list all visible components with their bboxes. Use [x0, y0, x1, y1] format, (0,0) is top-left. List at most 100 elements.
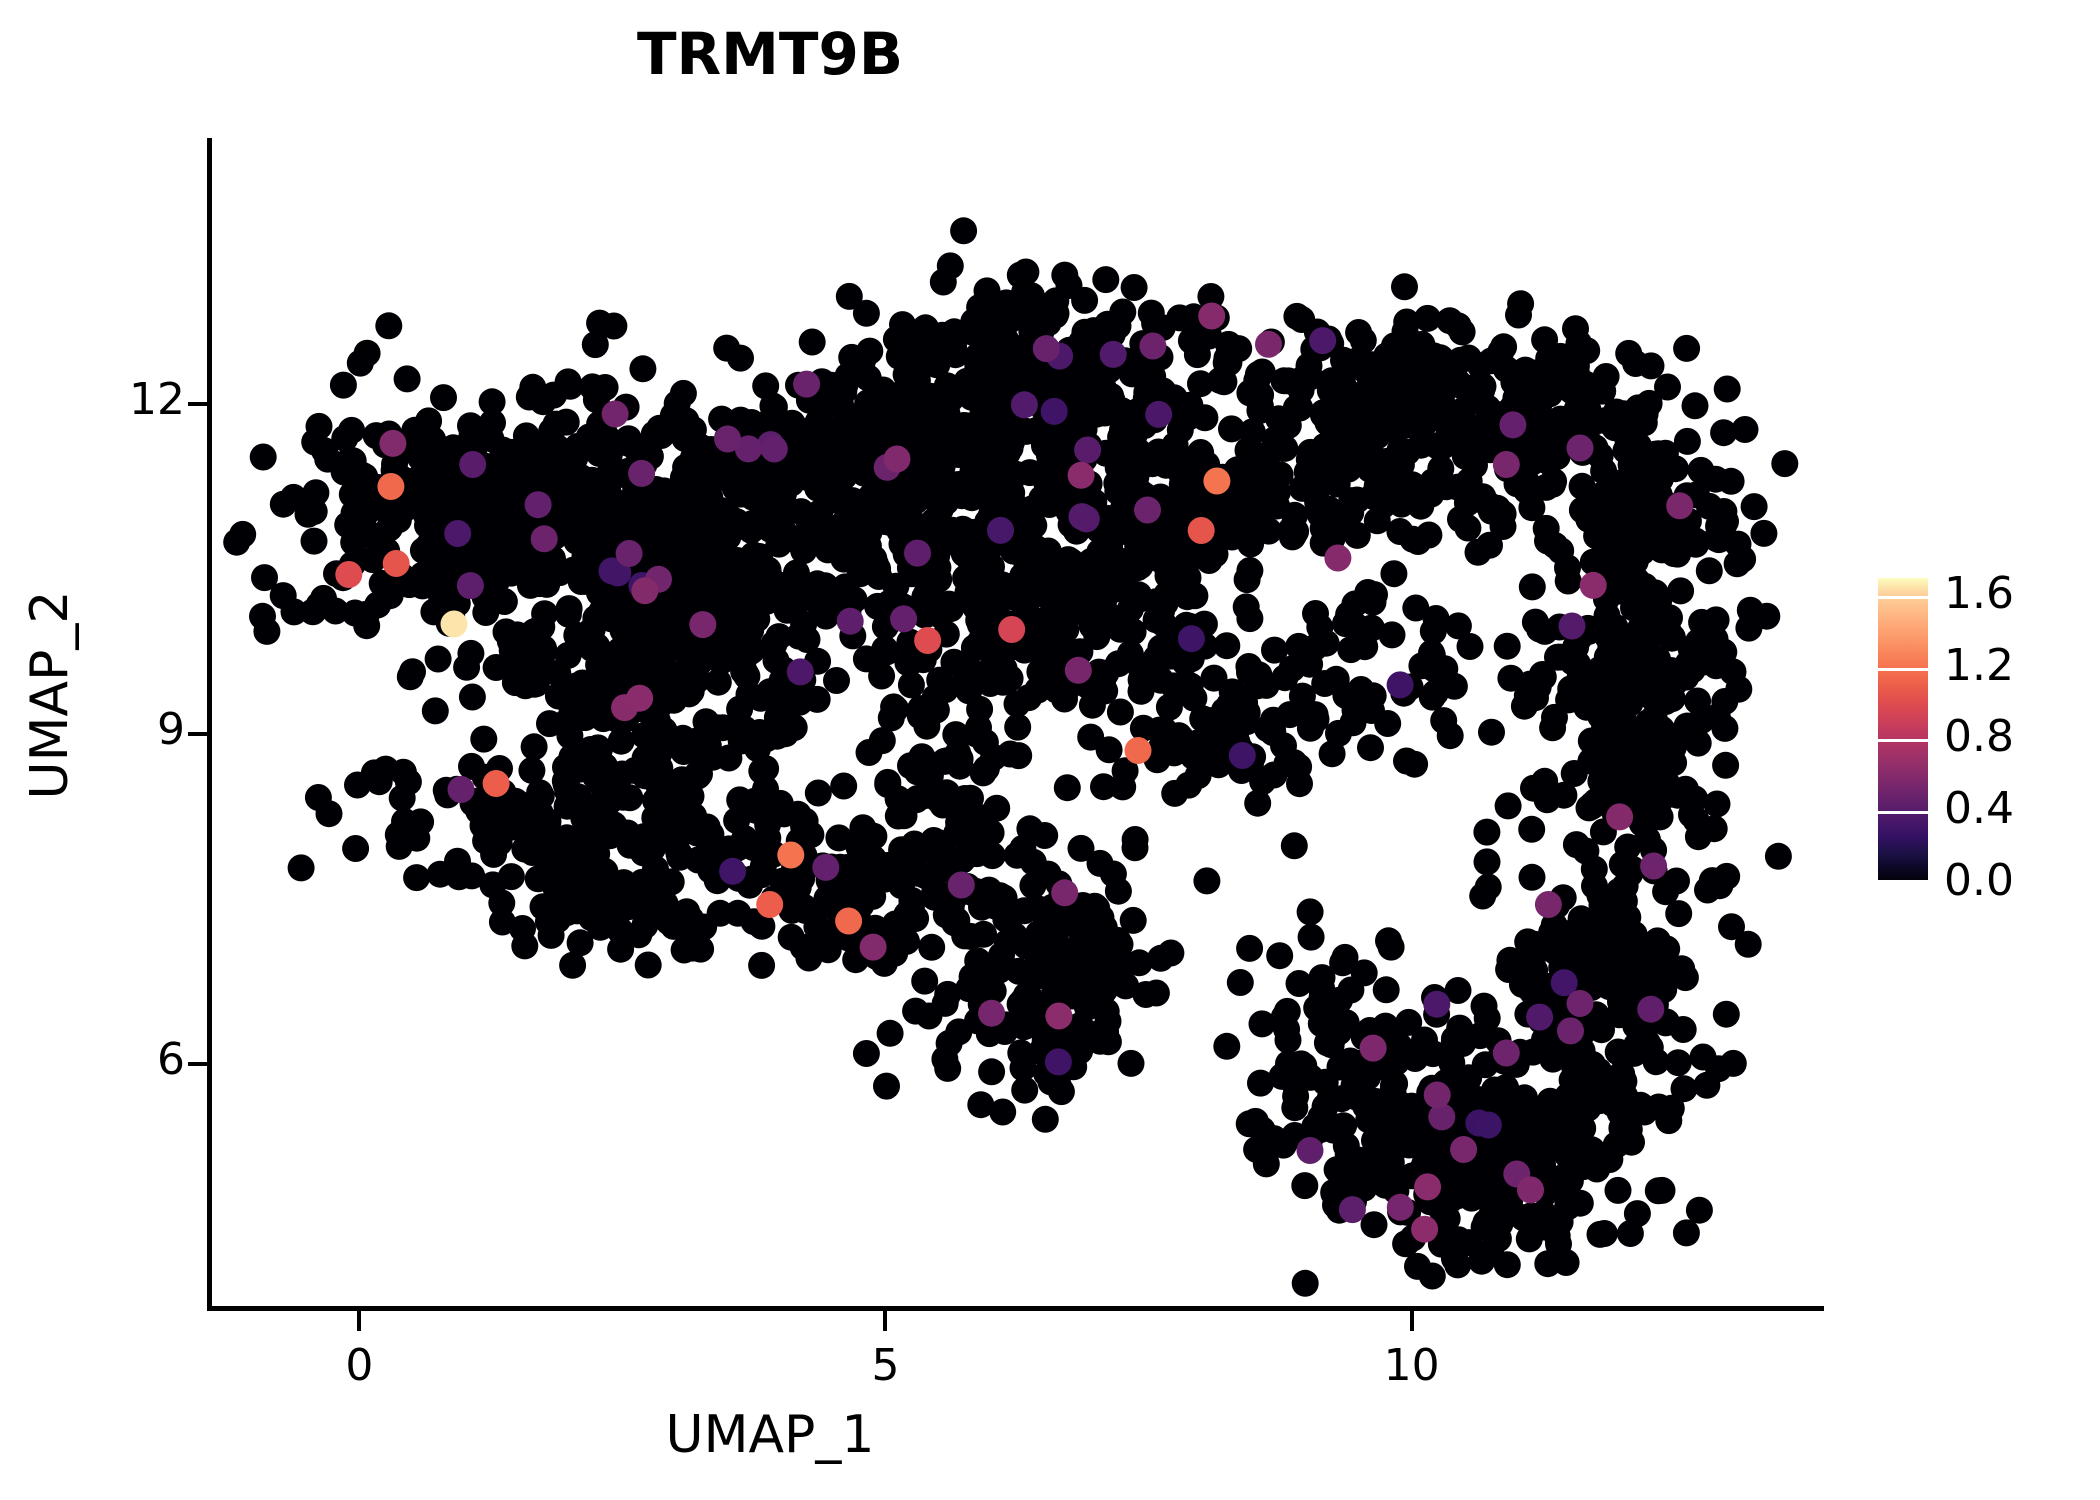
scatter-point — [477, 820, 505, 848]
scatter-point — [1566, 990, 1594, 1017]
scatter-point — [926, 491, 954, 519]
scatter-point — [542, 410, 570, 438]
scatter-point — [975, 958, 1003, 985]
x-tick-label: 5 — [871, 1340, 900, 1391]
scatter-point — [1636, 664, 1663, 692]
scatter-point — [874, 851, 902, 879]
scatter-point — [752, 372, 780, 400]
scatter-point — [932, 901, 960, 929]
scatter-point — [1712, 751, 1740, 779]
scatter-point — [978, 842, 1006, 870]
scatter-point — [1120, 274, 1148, 301]
scatter-point — [342, 835, 370, 862]
scatter-point — [1125, 949, 1153, 977]
scatter-point — [901, 465, 929, 493]
scatter-point — [967, 1091, 995, 1119]
colorbar-gradient — [1878, 578, 1928, 883]
scatter-point — [657, 868, 685, 896]
scatter-point — [1155, 693, 1183, 721]
scatter-point — [1455, 467, 1483, 495]
scatter-point — [1489, 513, 1517, 540]
scatter-point — [928, 321, 956, 349]
scatter-point — [1332, 1009, 1360, 1037]
scatter-point — [1145, 400, 1173, 428]
scatter-point — [1076, 602, 1104, 630]
scatter-point — [430, 384, 457, 412]
scatter-point — [251, 564, 278, 592]
y-tick-mark — [188, 732, 208, 736]
scatter-point — [989, 1098, 1017, 1126]
scatter-point — [527, 782, 555, 810]
scatter-point — [734, 435, 762, 463]
scatter-point — [1641, 579, 1669, 607]
scatter-point — [1051, 879, 1079, 907]
scatter-point — [1184, 729, 1212, 757]
scatter-point — [585, 439, 613, 467]
scatter-point — [549, 504, 576, 532]
scatter-point — [593, 535, 621, 563]
scatter-point — [1650, 779, 1678, 807]
scatter-point — [825, 824, 853, 852]
scatter-point — [748, 951, 776, 979]
scatter-point — [1621, 407, 1648, 435]
scatter-point — [968, 893, 995, 921]
scatter-point — [537, 921, 565, 949]
scatter-point — [569, 856, 597, 884]
scatter-point — [1122, 463, 1150, 491]
scatter-point — [967, 550, 995, 578]
scatter-point — [1200, 664, 1228, 692]
scatter-point — [515, 383, 543, 411]
scatter-point — [901, 841, 929, 868]
scatter-point — [1544, 1103, 1572, 1131]
scatter-point — [852, 1040, 880, 1067]
scatter-point — [1444, 1251, 1472, 1279]
scatter-point — [688, 478, 716, 506]
scatter-point — [1323, 409, 1351, 437]
scatter-point — [1004, 535, 1032, 563]
scatter-point — [1593, 602, 1621, 630]
scatter-point — [1010, 391, 1038, 419]
scatter-point — [712, 555, 739, 583]
scatter-point — [874, 768, 902, 796]
scatter-point — [1280, 749, 1308, 777]
scatter-point — [1177, 327, 1205, 355]
scatter-point — [1625, 1031, 1653, 1059]
scatter-point — [1099, 860, 1127, 888]
scatter-point — [1010, 1013, 1038, 1041]
scatter-point — [1492, 1039, 1520, 1067]
scatter-point — [1538, 919, 1566, 946]
scatter-point — [954, 802, 982, 830]
scatter-point — [1391, 273, 1418, 301]
scatter-point — [1468, 1247, 1496, 1275]
scatter-point — [403, 864, 431, 892]
scatter-points-svg — [223, 217, 1799, 1297]
scatter-point — [1060, 571, 1088, 599]
scatter-point — [1456, 633, 1484, 660]
scatter-point — [980, 463, 1008, 491]
scatter-point — [1225, 335, 1253, 363]
scatter-point — [1296, 1063, 1324, 1091]
scatter-point — [1003, 584, 1031, 612]
scatter-point — [947, 871, 975, 899]
scatter-point — [868, 727, 896, 755]
scatter-point — [1504, 1133, 1532, 1161]
scatter-point — [1034, 537, 1062, 565]
scatter-point — [971, 728, 999, 756]
scatter-point — [1016, 459, 1044, 487]
scatter-point — [482, 770, 510, 797]
scatter-point — [1402, 594, 1430, 622]
scatter-point — [1496, 946, 1524, 974]
scatter-point — [531, 600, 559, 628]
scatter-point — [1108, 509, 1136, 536]
scatter-point — [1132, 981, 1160, 1008]
scatter-point — [596, 787, 624, 815]
scatter-point — [1478, 718, 1505, 746]
scatter-point — [646, 754, 674, 782]
scatter-point — [752, 486, 780, 514]
scatter-point — [1664, 540, 1692, 568]
scatter-point — [790, 610, 818, 638]
scatter-point — [1386, 1193, 1414, 1221]
scatter-point — [1024, 676, 1052, 704]
scatter-point — [349, 476, 377, 504]
